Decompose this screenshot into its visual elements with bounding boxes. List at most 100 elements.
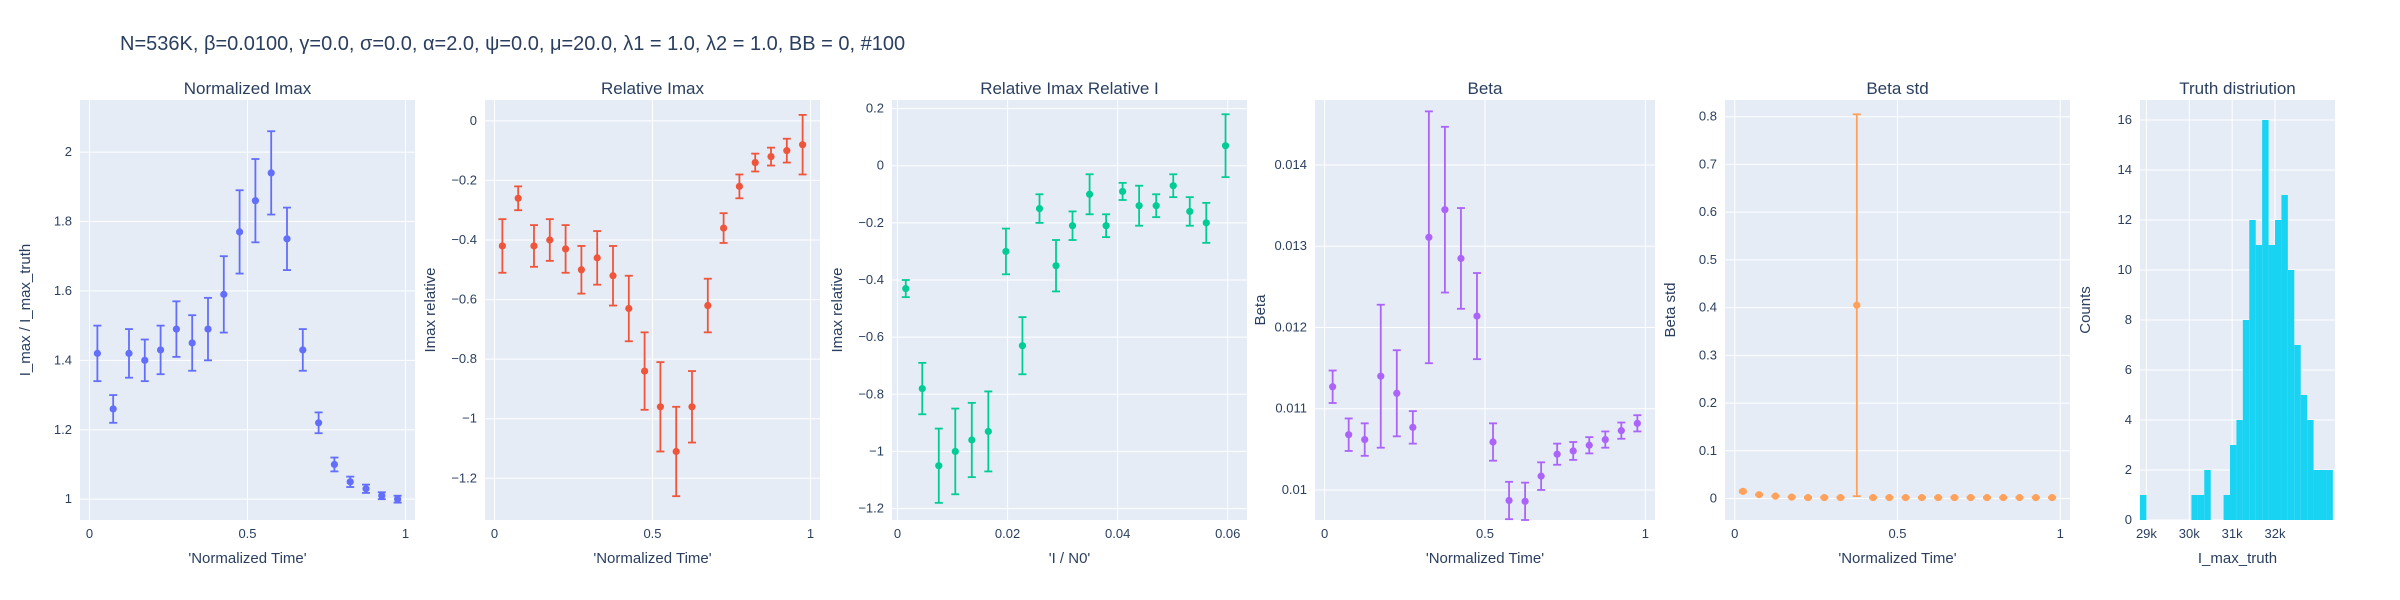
x-tick-label: 0.5 xyxy=(238,526,256,541)
data-point xyxy=(1521,497,1529,505)
data-point xyxy=(1983,493,1991,502)
data-point xyxy=(2032,493,2040,502)
x-axis-label: I_max_truth xyxy=(2198,550,2277,567)
data-point xyxy=(125,349,133,357)
data-point xyxy=(1169,182,1177,190)
data-point xyxy=(783,147,791,155)
data-point xyxy=(1633,419,1641,427)
y-tick-label: 1 xyxy=(65,491,72,506)
data-point xyxy=(2048,493,2056,502)
data-point xyxy=(720,224,728,232)
y-tick-label: 0 xyxy=(1710,491,1717,506)
data-point xyxy=(1202,219,1210,227)
x-tick-label: 0.5 xyxy=(1476,526,1494,541)
data-point xyxy=(688,403,696,411)
histogram-bar xyxy=(2268,245,2275,520)
y-tick-label: 2 xyxy=(2125,462,2132,477)
data-point xyxy=(1377,372,1385,380)
data-point xyxy=(188,339,196,347)
data-point xyxy=(1853,301,1861,309)
data-point xyxy=(346,478,354,486)
data-point xyxy=(546,236,554,244)
y-tick-label: 1.6 xyxy=(54,283,72,298)
chart-title: Relative Imax xyxy=(601,79,704,98)
x-tick-label: 1 xyxy=(807,526,814,541)
data-point xyxy=(561,245,570,253)
x-axis-label: 'Normalized Time' xyxy=(1426,550,1544,567)
y-tick-label: −0.2 xyxy=(858,215,884,230)
y-tick-label: 14 xyxy=(2118,162,2132,177)
y-axis-label: Beta xyxy=(1252,294,1269,326)
data-point xyxy=(267,169,275,177)
data-point xyxy=(530,242,538,250)
y-tick-label: −1.2 xyxy=(451,470,477,485)
data-point xyxy=(593,254,601,262)
data-point xyxy=(625,304,633,313)
data-point xyxy=(378,492,386,500)
x-tick-label: 0.5 xyxy=(1888,526,1906,541)
data-point xyxy=(299,346,307,354)
data-point xyxy=(1457,254,1465,263)
histogram-bar xyxy=(2230,445,2237,520)
chart-panel-6: 29k 30k 31k 32k 0 2 4 6 8 10 12 14 16 Truth distriuti… xyxy=(2077,79,2335,567)
data-point xyxy=(902,284,910,293)
y-tick-label: −0.8 xyxy=(858,386,884,401)
y-tick-label: 12 xyxy=(2118,212,2132,227)
y-tick-label: 0.5 xyxy=(1699,252,1717,267)
y-tick-label: 16 xyxy=(2118,112,2132,127)
data-point xyxy=(1505,496,1513,505)
data-point xyxy=(1068,222,1077,230)
x-tick-label: 0.06 xyxy=(1215,526,1240,541)
data-point xyxy=(1361,435,1369,444)
y-axis-label: Imax relative xyxy=(829,267,846,352)
y-tick-label: 0.4 xyxy=(1699,300,1717,315)
data-point xyxy=(93,349,101,357)
y-tick-label: 0.2 xyxy=(866,101,884,116)
data-point xyxy=(609,272,617,280)
data-point xyxy=(1186,207,1194,216)
data-point xyxy=(394,495,402,503)
data-point xyxy=(735,182,744,190)
y-tick-label: 0 xyxy=(470,113,477,128)
data-point xyxy=(1885,493,1893,502)
y-tick-label: −1 xyxy=(462,411,477,426)
histogram-bar xyxy=(2140,495,2147,520)
data-point xyxy=(2015,493,2024,502)
data-point xyxy=(1002,247,1010,256)
data-point xyxy=(1345,431,1353,439)
x-tick-label: 0.04 xyxy=(1105,526,1130,541)
x-tick-label: 0 xyxy=(894,526,901,541)
data-point xyxy=(1788,493,1796,501)
x-tick-label: 0.5 xyxy=(643,526,661,541)
y-tick-label: −0.6 xyxy=(858,329,884,344)
data-point xyxy=(1119,187,1127,196)
data-point xyxy=(918,384,926,393)
data-point xyxy=(1393,389,1401,397)
y-tick-label: 0 xyxy=(877,158,884,173)
y-tick-label: 0.013 xyxy=(1274,238,1307,253)
x-tick-label: 0.02 xyxy=(995,526,1020,541)
data-point xyxy=(1329,383,1337,391)
x-axis-label: 'Normalized Time' xyxy=(1838,550,1956,567)
y-tick-label: −1.2 xyxy=(858,501,884,516)
x-tick-label: 0 xyxy=(491,526,498,541)
y-axis-label: Counts xyxy=(2077,286,2094,334)
data-point xyxy=(1425,233,1433,241)
plot-area xyxy=(892,100,1247,520)
y-tick-label: 0.6 xyxy=(1699,204,1717,219)
histogram-bar xyxy=(2197,495,2205,520)
data-point xyxy=(1771,492,1780,500)
data-point xyxy=(141,356,149,364)
x-tick-label: 0 xyxy=(1321,526,1328,541)
data-point xyxy=(984,427,992,436)
data-point xyxy=(109,405,117,413)
y-tick-label: 0.1 xyxy=(1699,443,1717,458)
y-tick-label: 0.012 xyxy=(1274,319,1307,334)
data-point xyxy=(640,367,649,375)
data-point xyxy=(751,158,759,167)
x-tick-label: 0 xyxy=(1731,526,1738,541)
histogram-bar xyxy=(2236,420,2243,520)
histogram-bar xyxy=(2262,120,2269,520)
chart-title: Truth distriution xyxy=(2179,79,2296,98)
